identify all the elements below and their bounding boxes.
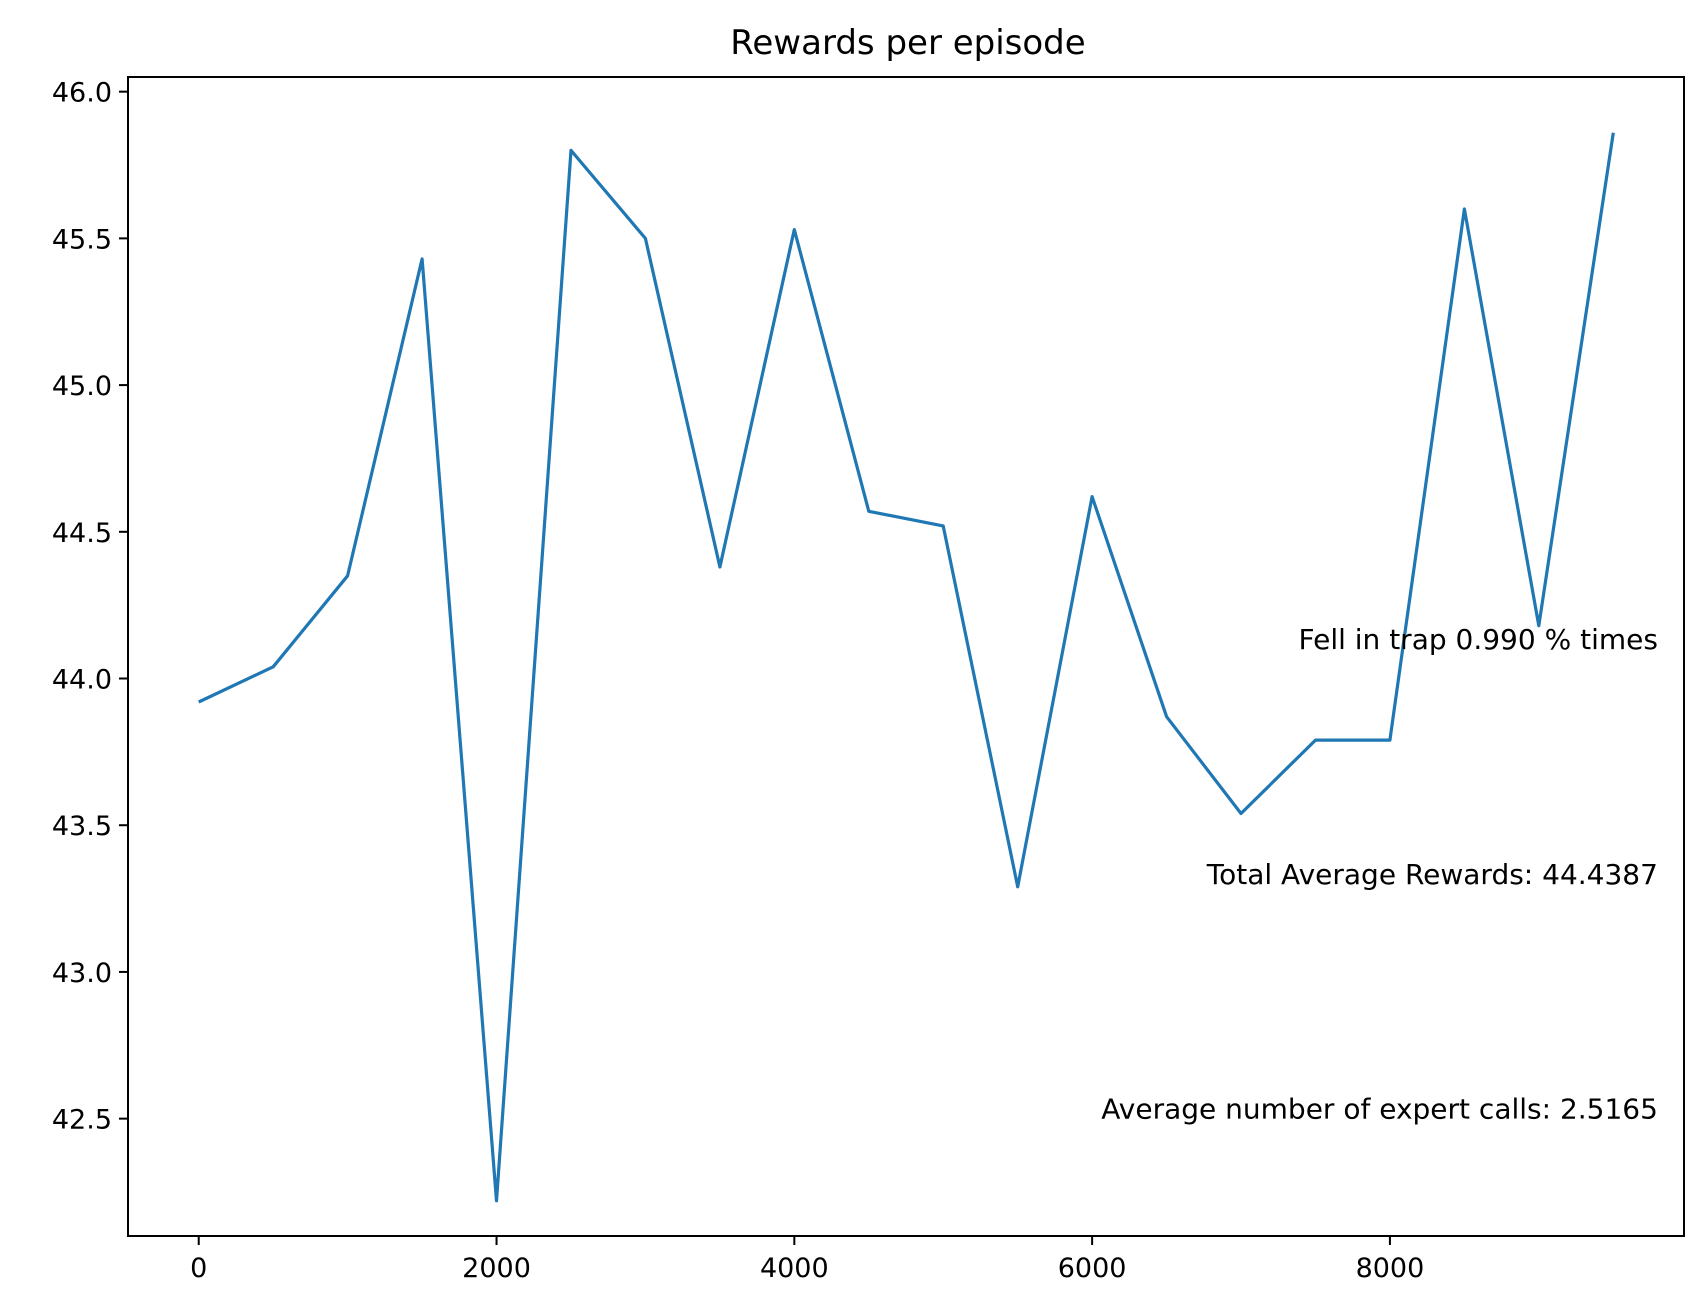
x-tick-label: 6000 bbox=[1058, 1253, 1127, 1284]
annotation-text: Average number of expert calls: 2.5165 bbox=[1101, 1093, 1658, 1126]
plot-area-frame bbox=[127, 76, 1685, 1237]
series-line bbox=[198, 132, 1615, 1203]
y-tick-label: 42.5 bbox=[52, 1105, 112, 1136]
annotation-text: Fell in trap 0.990 % times bbox=[1299, 623, 1658, 656]
series-layer bbox=[198, 132, 1615, 1203]
y-tick-label: 45.5 bbox=[52, 224, 112, 255]
y-tick-label: 45.0 bbox=[52, 371, 112, 402]
y-tick-label: 43.0 bbox=[52, 958, 112, 989]
y-tick-label: 46.0 bbox=[52, 78, 112, 109]
y-tick-label: 44.5 bbox=[52, 518, 112, 549]
x-tick-label: 8000 bbox=[1356, 1253, 1425, 1284]
y-tick-label: 43.5 bbox=[52, 811, 112, 842]
x-axis: 0 2000 4000 6000 8000 bbox=[190, 1236, 1424, 1284]
y-axis: 42.5 43.0 43.5 44.0 44.5 45.0 45.5 46.0 bbox=[52, 78, 128, 1136]
x-tick-label: 0 bbox=[190, 1253, 207, 1284]
y-tick-label: 44.0 bbox=[52, 665, 112, 696]
annotation-text: Total Average Rewards: 44.4387 bbox=[1206, 858, 1658, 891]
annotation-layer: Fell in trap 0.990 % times Total Average … bbox=[1101, 623, 1658, 1125]
x-tick-label: 2000 bbox=[462, 1253, 531, 1284]
x-tick-label: 4000 bbox=[760, 1253, 829, 1284]
chart-title: Rewards per episode bbox=[730, 23, 1085, 63]
